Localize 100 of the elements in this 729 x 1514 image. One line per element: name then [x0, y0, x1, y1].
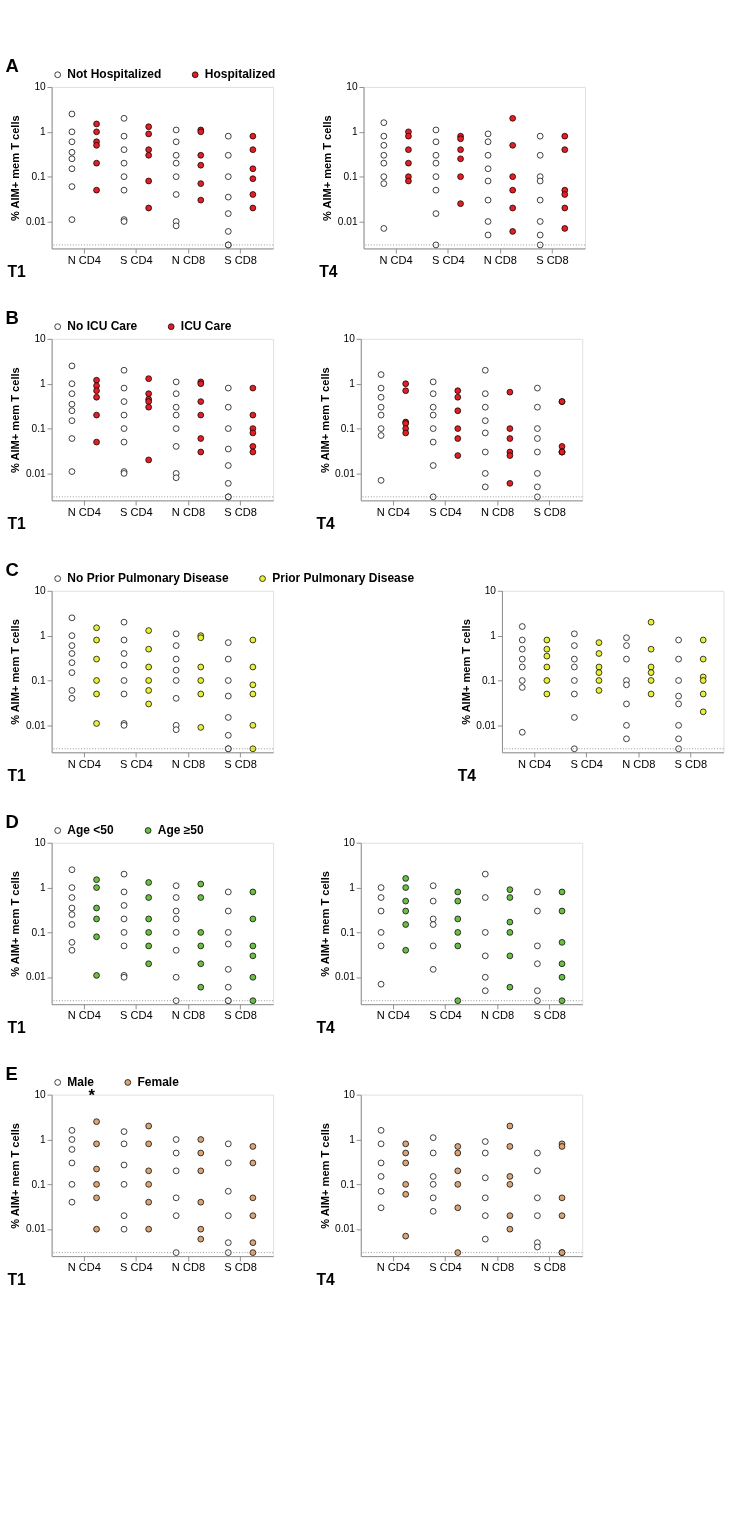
x-tick-label: S CD4: [120, 253, 153, 266]
y-axis-title: % AIM+ mem T cells: [9, 871, 22, 977]
y-tick-label: 10: [34, 836, 47, 848]
text: T4: [316, 1270, 336, 1288]
x-tick-label: S CD4: [120, 1261, 153, 1274]
y-axis-title: % AIM+ mem T cells: [318, 1123, 331, 1229]
y-tick-label: 1: [349, 881, 356, 893]
text: C: [5, 559, 19, 581]
text: T1: [7, 1270, 26, 1288]
text: E: [5, 1062, 18, 1084]
y-tick-label: 0.1: [343, 170, 358, 182]
y-tick-label: 0.1: [31, 422, 47, 434]
y-tick-label: 1: [349, 377, 356, 389]
y-tick-label: 1: [349, 1133, 356, 1145]
y-tick-label: 1: [40, 377, 47, 389]
text: T1: [7, 766, 26, 784]
x-tick-label: N CD4: [67, 1261, 101, 1274]
x-tick-label: S CD8: [224, 757, 257, 770]
y-tick-label: 0.01: [25, 1223, 47, 1235]
y-tick-label: 1: [490, 629, 497, 641]
y-tick-label: 1: [351, 126, 358, 138]
y-tick-label: 10: [34, 333, 47, 345]
text: B: [5, 307, 19, 329]
y-tick-label: 10: [343, 333, 356, 345]
legend-label: Age <50: [67, 823, 114, 838]
legend-label: Hospitalized: [204, 67, 276, 82]
y-axis-title: % AIM+ mem T cells: [9, 619, 22, 725]
x-tick-label: N CD4: [67, 253, 101, 266]
legend-label: Female: [137, 1075, 180, 1090]
y-tick-label: 1: [40, 881, 47, 893]
x-tick-label: S CD4: [429, 1261, 462, 1274]
x-tick-label: S CD4: [120, 757, 153, 770]
y-tick-label: 1: [40, 629, 47, 641]
y-tick-label: 0.1: [340, 926, 356, 938]
y-tick-label: 0.1: [31, 926, 47, 938]
x-tick-label: S CD8: [533, 1009, 567, 1022]
text: A: [5, 55, 19, 77]
y-tick-label: 10: [346, 81, 358, 93]
y-tick-label: 10: [343, 1088, 356, 1100]
y-tick-label: 0.1: [481, 674, 497, 686]
x-tick-label: S CD8: [224, 253, 257, 266]
x-tick-label: N CD8: [481, 1009, 515, 1022]
y-tick-label: 0.01: [25, 971, 47, 983]
x-tick-label: N CD8: [171, 1009, 206, 1022]
x-tick-label: S CD4: [431, 253, 465, 266]
x-tick-label: S CD4: [570, 757, 603, 770]
text: T1: [7, 515, 26, 533]
x-tick-label: S CD8: [224, 1009, 257, 1022]
y-tick-label: 0.1: [31, 1178, 47, 1190]
y-axis-title: % AIM+ mem T cells: [318, 871, 331, 977]
x-tick-label: N CD8: [481, 505, 515, 518]
y-tick-label: 0.1: [31, 170, 47, 182]
y-tick-label: 10: [34, 81, 47, 93]
text: D: [5, 810, 19, 832]
y-axis-title: % AIM+ mem T cells: [9, 367, 22, 473]
y-tick-label: 0.01: [25, 215, 47, 227]
x-tick-label: N CD4: [379, 253, 413, 266]
x-tick-label: N CD4: [376, 1009, 410, 1022]
y-tick-label: 0.01: [337, 215, 358, 227]
text: T4: [457, 766, 477, 784]
y-tick-label: 0.01: [335, 467, 356, 479]
legend-label: Prior Pulmonary Disease: [272, 571, 415, 586]
x-tick-label: S CD4: [120, 1009, 153, 1022]
legend-label: ICU Care: [180, 319, 232, 334]
x-tick-label: N CD8: [481, 1261, 515, 1274]
legend-label: Not Hospitalized: [67, 67, 162, 82]
y-tick-label: 0.1: [340, 422, 356, 434]
x-tick-label: S CD8: [533, 505, 567, 518]
text: T4: [319, 263, 338, 281]
y-tick-label: 0.01: [335, 971, 356, 983]
y-axis-title: % AIM+ mem T cells: [9, 115, 22, 222]
x-tick-label: S CD4: [120, 505, 153, 518]
x-tick-label: N CD4: [67, 505, 101, 518]
text: T4: [316, 1018, 336, 1036]
y-axis-title: % AIM+ mem T cells: [318, 367, 331, 473]
x-tick-label: N CD8: [171, 1261, 206, 1274]
x-tick-label: N CD8: [171, 757, 206, 770]
x-tick-label: S CD8: [224, 505, 257, 518]
x-tick-label: N CD8: [171, 505, 206, 518]
text: T1: [7, 1018, 26, 1036]
y-tick-label: 0.01: [25, 719, 47, 731]
y-tick-label: 0.01: [476, 719, 497, 731]
x-tick-label: N CD8: [622, 757, 656, 770]
x-tick-label: S CD8: [533, 1261, 567, 1274]
y-axis-title: % AIM+ mem T cells: [9, 1123, 22, 1229]
y-tick-label: 0.1: [340, 1178, 356, 1190]
y-tick-label: 10: [343, 836, 356, 848]
text: T4: [316, 515, 336, 533]
x-tick-label: N CD4: [67, 1009, 101, 1022]
x-tick-label: S CD4: [429, 1009, 462, 1022]
y-axis-title: % AIM+ mem T cells: [321, 115, 334, 222]
x-tick-label: N CD4: [67, 757, 101, 770]
y-tick-label: 1: [40, 126, 47, 138]
x-tick-label: S CD8: [536, 253, 569, 266]
legend-label: No Prior Pulmonary Disease: [67, 571, 229, 586]
y-tick-label: 1: [40, 1133, 47, 1145]
x-tick-label: N CD4: [376, 505, 410, 518]
y-tick-label: 0.1: [31, 674, 47, 686]
y-tick-label: 10: [34, 585, 47, 597]
x-tick-label: S CD8: [224, 1261, 257, 1274]
